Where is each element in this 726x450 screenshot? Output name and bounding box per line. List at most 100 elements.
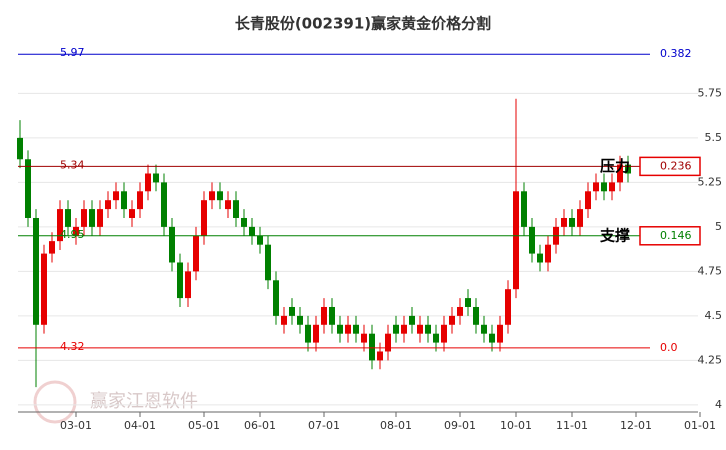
candle-body bbox=[497, 324, 503, 343]
candle-body bbox=[609, 182, 615, 192]
candle-body bbox=[33, 217, 39, 325]
candle-body bbox=[25, 159, 31, 218]
candle-body bbox=[321, 306, 327, 325]
candle-body bbox=[505, 289, 511, 325]
level-note: 支撑 bbox=[599, 226, 630, 244]
candle-body bbox=[177, 262, 183, 299]
x-tick-label: 05-01 bbox=[188, 419, 220, 432]
y-tick-label: 5.75 bbox=[698, 86, 723, 99]
candle-body bbox=[57, 209, 63, 242]
level-ratio: 0.146 bbox=[660, 229, 692, 242]
candle-body bbox=[369, 333, 375, 361]
candle-body bbox=[121, 191, 127, 210]
candle-body bbox=[241, 217, 247, 227]
watermark: 赢家江恩软件 bbox=[90, 390, 198, 412]
level-value: 4.32 bbox=[60, 340, 85, 353]
candle-body bbox=[265, 244, 271, 281]
candle-body bbox=[521, 191, 527, 227]
candle-body bbox=[513, 191, 519, 290]
candle-body bbox=[385, 333, 391, 352]
candle-body bbox=[281, 315, 287, 325]
candle-body bbox=[169, 226, 175, 263]
candle-body bbox=[377, 351, 383, 361]
candle-body bbox=[185, 271, 191, 299]
level-value: 4.95 bbox=[60, 228, 85, 241]
candle-body bbox=[305, 324, 311, 343]
candle-body bbox=[129, 209, 135, 218]
candle-body bbox=[449, 315, 455, 325]
candle-body bbox=[569, 217, 575, 227]
candle-body bbox=[561, 217, 567, 227]
x-tick-label: 08-01 bbox=[380, 419, 412, 432]
candle-body bbox=[233, 200, 239, 218]
candle-body bbox=[89, 209, 95, 227]
chart-title: 长青股份(002391)赢家黄金价格分割 bbox=[235, 15, 491, 33]
level-note: 压力 bbox=[600, 157, 630, 175]
x-tick-label: 10-01 bbox=[500, 419, 532, 432]
candle-body bbox=[65, 209, 71, 227]
candle-body bbox=[49, 241, 55, 254]
watermark-logo bbox=[33, 380, 77, 424]
candle-body bbox=[593, 182, 599, 192]
x-tick-label: 01-01 bbox=[684, 419, 716, 432]
candle-body bbox=[401, 324, 407, 334]
candle-body bbox=[153, 173, 159, 183]
candle-body bbox=[345, 324, 351, 334]
candle-body bbox=[273, 280, 279, 316]
candle-body bbox=[105, 200, 111, 210]
candle-body bbox=[441, 324, 447, 343]
x-tick-label: 04-01 bbox=[124, 419, 156, 432]
candle-body bbox=[137, 191, 143, 210]
candle-body bbox=[465, 298, 471, 307]
candle-body bbox=[361, 333, 367, 343]
candle-body bbox=[585, 191, 591, 210]
candle-body bbox=[425, 324, 431, 334]
candle-body bbox=[337, 324, 343, 334]
candle-body bbox=[353, 324, 359, 334]
x-tick-label: 07-01 bbox=[308, 419, 340, 432]
candle-body bbox=[81, 209, 87, 227]
y-tick-label: 4 bbox=[715, 398, 722, 411]
x-tick-label: 12-01 bbox=[620, 419, 652, 432]
candle-body bbox=[217, 191, 223, 201]
level-value: 5.34 bbox=[60, 158, 85, 171]
candle-body bbox=[481, 324, 487, 334]
y-tick-label: 4.25 bbox=[698, 353, 723, 366]
candle-body bbox=[257, 235, 263, 245]
candle-body bbox=[225, 200, 231, 210]
candle-body bbox=[545, 244, 551, 263]
level-value: 5.97 bbox=[60, 46, 85, 59]
candle-body bbox=[489, 333, 495, 343]
candle-body bbox=[145, 173, 151, 192]
candle-body bbox=[209, 191, 215, 201]
x-tick-label: 03-01 bbox=[60, 419, 92, 432]
candle-body bbox=[73, 226, 79, 236]
candle-body bbox=[473, 306, 479, 325]
candle-body bbox=[537, 253, 543, 263]
candle-body bbox=[17, 137, 23, 160]
y-tick-label: 5.5 bbox=[705, 131, 723, 144]
candle-body bbox=[409, 315, 415, 325]
y-tick-label: 4.75 bbox=[698, 264, 723, 277]
candle-body bbox=[433, 333, 439, 343]
candle-body bbox=[393, 324, 399, 334]
x-tick-label: 06-01 bbox=[244, 419, 276, 432]
candle-body bbox=[457, 306, 463, 316]
level-ratio: 0.382 bbox=[660, 47, 692, 60]
x-tick-label: 09-01 bbox=[444, 419, 476, 432]
candle-body bbox=[193, 235, 199, 272]
candle-body bbox=[297, 315, 303, 325]
candle-body bbox=[113, 191, 119, 201]
candle-body bbox=[249, 226, 255, 236]
candle-body bbox=[529, 226, 535, 254]
candle-body bbox=[97, 209, 103, 227]
candle-body bbox=[289, 306, 295, 316]
candle-body bbox=[41, 253, 47, 325]
level-ratio: 0.236 bbox=[660, 159, 692, 172]
level-box bbox=[639, 156, 701, 177]
y-tick-label: 4.5 bbox=[705, 309, 723, 322]
candle-body bbox=[577, 209, 583, 227]
y-tick-label: 5 bbox=[715, 220, 722, 233]
level-box bbox=[639, 226, 701, 246]
